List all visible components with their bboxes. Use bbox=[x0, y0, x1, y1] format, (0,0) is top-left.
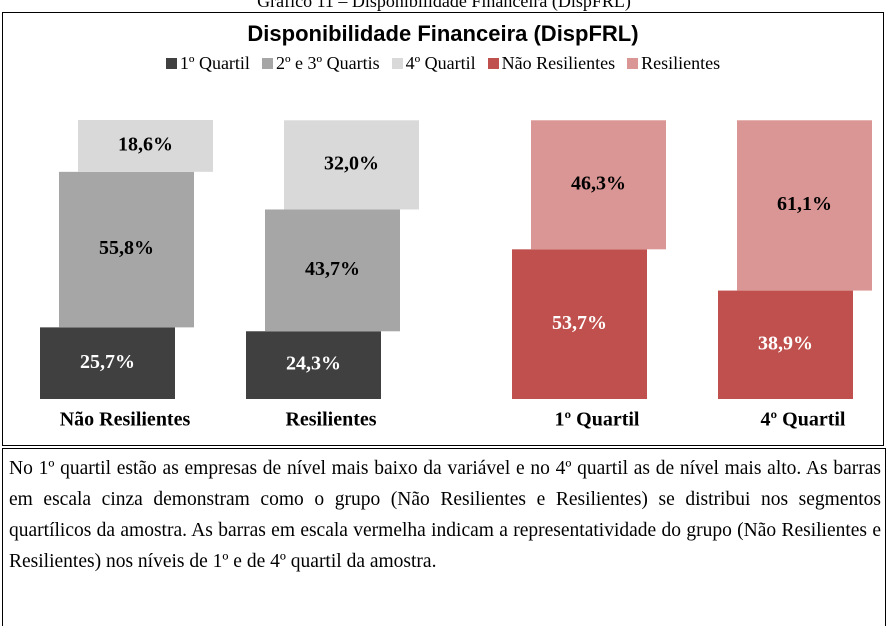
chart-title: Disponibilidade Financeira (DispFRL) bbox=[247, 21, 639, 46]
value-label: 25,7% bbox=[80, 351, 135, 373]
x-tick-label: Não Resilientes bbox=[60, 409, 191, 431]
legend-item: 2º e 3º Quartis bbox=[261, 53, 380, 74]
note: No 1º quartil estão as empresas de nível… bbox=[2, 448, 886, 626]
legend-swatch bbox=[487, 58, 499, 69]
legend-label: 2º e 3º Quartis bbox=[275, 53, 380, 73]
legend-item: 4º Quartil bbox=[391, 53, 476, 74]
caption: Gráfico 11 – Disponibilidade Financeira … bbox=[257, 0, 631, 11]
legend-item: 1º Quartil bbox=[165, 53, 250, 74]
bar-segment bbox=[512, 249, 647, 399]
bar-segment bbox=[78, 120, 213, 172]
bar-segment bbox=[246, 331, 381, 399]
bar-segment bbox=[284, 120, 419, 210]
legend-swatch bbox=[391, 58, 403, 69]
value-label: 18,6% bbox=[118, 134, 173, 156]
chart: 25,7% 55,8% 18,6% Não Resilientes 24,3% 43,7%… bbox=[40, 120, 872, 431]
x-tick-label: 4º Quartil bbox=[761, 409, 846, 431]
legend-label: Resilientes bbox=[641, 53, 721, 73]
bar-segment bbox=[59, 171, 194, 328]
legend-item: Não Resilientes bbox=[487, 53, 616, 74]
value-label: 55,8% bbox=[99, 237, 154, 259]
bar-segment bbox=[40, 327, 175, 399]
value-label: 32,0% bbox=[324, 152, 379, 174]
legend-swatch bbox=[165, 58, 177, 69]
legend-label: Não Resilientes bbox=[501, 53, 616, 73]
bar-segment bbox=[531, 120, 666, 250]
bar-segment bbox=[737, 120, 872, 291]
legend-swatch bbox=[627, 58, 639, 69]
chart-box: 25,7% 55,8% 18,6% Não Resilientes 24,3% 43,7%… bbox=[2, 12, 884, 446]
value-label: 46,3% bbox=[571, 172, 626, 194]
x-tick-label: Resilientes bbox=[285, 409, 376, 431]
value-label: 24,3% bbox=[286, 353, 341, 375]
value-label: 61,1% bbox=[777, 193, 832, 215]
bar-segment bbox=[265, 209, 400, 332]
legend: 1º Quartil 2º e 3º Quartis 4º Quartil Não R… bbox=[3, 53, 883, 74]
legend-swatch bbox=[261, 58, 273, 69]
x-tick-label: 1º Quartil bbox=[555, 409, 640, 431]
legend-label: 4º Quartil bbox=[405, 53, 476, 73]
bar-segment bbox=[718, 290, 853, 399]
legend-item: Resilientes bbox=[627, 53, 720, 74]
legend-label: 1º Quartil bbox=[179, 53, 250, 73]
value-label: 53,7% bbox=[552, 312, 607, 334]
value-label: 43,7% bbox=[305, 258, 360, 280]
value-label: 38,9% bbox=[758, 332, 813, 354]
